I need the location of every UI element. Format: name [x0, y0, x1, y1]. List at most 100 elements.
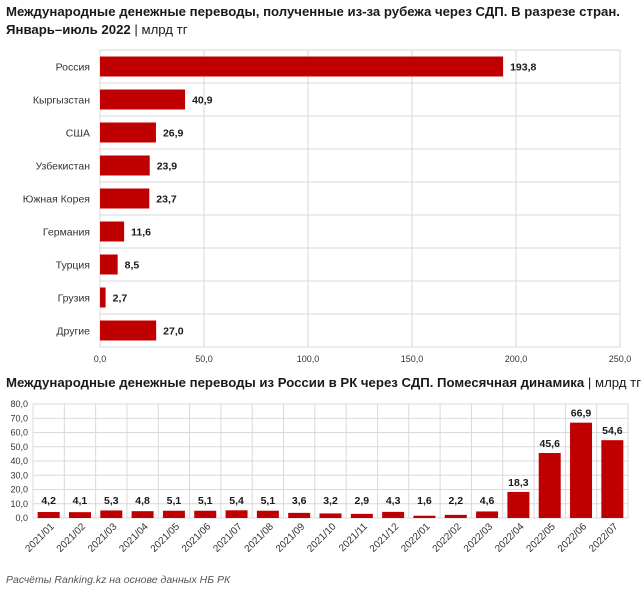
chart1-bar	[100, 89, 186, 110]
chart2-bar	[194, 510, 217, 518]
chart1-x-tick-label: 0,0	[94, 354, 107, 364]
chart2-x-tick-label: 2021/02	[55, 521, 89, 555]
chart1-data-label: 2,7	[113, 293, 128, 305]
chart2-bar	[570, 422, 593, 518]
chart2-data-label: 2,9	[355, 495, 370, 507]
chart2-x-tick-label: 2021/10	[305, 521, 339, 555]
chart1-data-label: 11,6	[131, 227, 151, 239]
chart2-x-tick-label: 2022/01	[399, 521, 433, 555]
chart2-data-label: 4,8	[135, 495, 150, 507]
chart1-bar	[100, 155, 150, 176]
chart2-x-tick-label: 2021/12	[368, 521, 402, 555]
chart2-data-label: 1,6	[417, 495, 432, 507]
chart2-bar	[68, 512, 91, 518]
chart2-y-tick-label: 70,0	[10, 413, 28, 423]
chart2-bar	[413, 515, 436, 518]
chart2-bar	[162, 510, 185, 518]
chart2-y-tick-label: 40,0	[10, 456, 28, 466]
chart2-data-label: 5,1	[198, 495, 213, 507]
chart1-category-label: Южная Корея	[23, 194, 90, 206]
chart2-x-tick-label: 2022/03	[462, 521, 496, 555]
chart2-bar	[350, 513, 373, 518]
chart1-data-label: 8,5	[125, 260, 140, 272]
chart2-data-label: 5,4	[229, 495, 244, 507]
chart1-category-label: Турция	[56, 260, 90, 272]
chart2-x-tick-label: 2021/05	[149, 521, 183, 555]
chart1-category-label: Кыргызстан	[33, 95, 90, 107]
chart2-data-label: 54,6	[602, 425, 623, 437]
source-note: Расчёты Ranking.kz на основе данных НБ Р…	[6, 574, 231, 586]
chart2-bar	[256, 510, 279, 518]
chart1-bar	[100, 287, 106, 308]
chart2-data-label: 66,9	[571, 408, 592, 420]
chart1-bar	[100, 188, 150, 209]
chart1-data-label: 26,9	[163, 128, 184, 140]
chart2-x-tick-label: 2021/08	[243, 521, 277, 555]
chart2-data-label: 3,2	[323, 495, 338, 507]
chart2-x-tick-label: 2021/01	[23, 521, 57, 555]
chart1-bar	[100, 254, 118, 275]
chart2-bar	[319, 513, 342, 518]
chart1-x-tick-label: 200,0	[505, 354, 528, 364]
chart2-bar	[288, 512, 311, 518]
chart1-category-label: США	[66, 128, 90, 140]
chart1-data-label: 27,0	[163, 326, 184, 338]
chart2-data-label: 18,3	[508, 477, 529, 489]
chart2-x-tick-label: 2022/05	[524, 521, 558, 555]
chart2-x-tick-label: 2021/06	[180, 521, 214, 555]
chart1-x-tick-label: 100,0	[297, 354, 320, 364]
chart2-bar	[382, 511, 405, 518]
chart2-y-tick-label: 20,0	[10, 485, 28, 495]
chart2-y-tick-label: 0,0	[15, 513, 28, 523]
chart1-unit: | млрд тг	[134, 22, 188, 37]
chart1-category-label: Другие	[56, 326, 90, 338]
chart2-data-label: 5,1	[261, 495, 276, 507]
chart1-data-label: 23,9	[157, 161, 178, 173]
chart2-x-tick-label: 2021/09	[274, 521, 308, 555]
chart2-x-tick-label: 2021/11	[337, 521, 370, 554]
chart2-y-tick-label: 60,0	[10, 428, 28, 438]
chart1-bar	[100, 320, 157, 341]
chart2-bar	[225, 510, 248, 518]
chart2-data-label: 4,2	[41, 495, 56, 507]
chart2-data-label: 5,3	[104, 495, 119, 507]
chart2-bar	[131, 511, 154, 518]
chart2-bar	[538, 453, 561, 518]
chart1-bar	[100, 221, 125, 242]
chart2-x-tick-label: 2022/07	[587, 521, 621, 555]
chart1-subtitle: Январь–июль 2022 | млрд тг	[6, 21, 188, 38]
chart1-category-label: Германия	[43, 227, 90, 239]
chart2-x-tick-label: 2021/03	[86, 521, 120, 555]
chart2-y-tick-label: 10,0	[10, 499, 28, 509]
chart2-data-label: 2,2	[448, 495, 463, 507]
chart1-category-label: Узбекистан	[35, 161, 90, 173]
chart1-x-tick-label: 50,0	[195, 354, 213, 364]
chart2-data-label: 4,1	[73, 495, 88, 507]
chart2-bar	[444, 514, 467, 518]
chart2-data-label: 3,6	[292, 495, 307, 507]
chart2-data-label: 45,6	[539, 438, 560, 450]
chart1-bar	[100, 122, 156, 143]
chart1-data-label: 40,9	[192, 95, 213, 107]
chart1-x-tick-label: 150,0	[401, 354, 424, 364]
chart1-category-label: Грузия	[58, 293, 90, 305]
chart2-bar	[507, 491, 530, 518]
chart2-unit: | млрд тг	[587, 375, 642, 390]
chart2-bar	[601, 440, 624, 518]
chart2-title: Международные денежные переводы из Росси…	[6, 375, 642, 390]
chart2-bar	[476, 511, 499, 518]
chart2-x-tick-label: 2022/02	[431, 521, 465, 555]
chart2-x-tick-label: 2022/04	[493, 521, 527, 555]
chart1-bar	[100, 56, 504, 77]
chart2-bar	[37, 512, 60, 518]
chart1-title: Международные денежные переводы, получен…	[6, 4, 620, 19]
chart1-data-label: 193,8	[510, 62, 536, 74]
chart2-y-tick-label: 50,0	[10, 442, 28, 452]
chart2-x-tick-label: 2021/04	[117, 521, 151, 555]
chart2-y-tick-label: 80,0	[10, 399, 28, 409]
chart1-category-label: Россия	[56, 62, 90, 74]
chart1-x-tick-label: 250,0	[609, 354, 632, 364]
chart2-y-tick-label: 30,0	[10, 470, 28, 480]
chart2-x-tick-label: 2022/06	[556, 521, 590, 555]
